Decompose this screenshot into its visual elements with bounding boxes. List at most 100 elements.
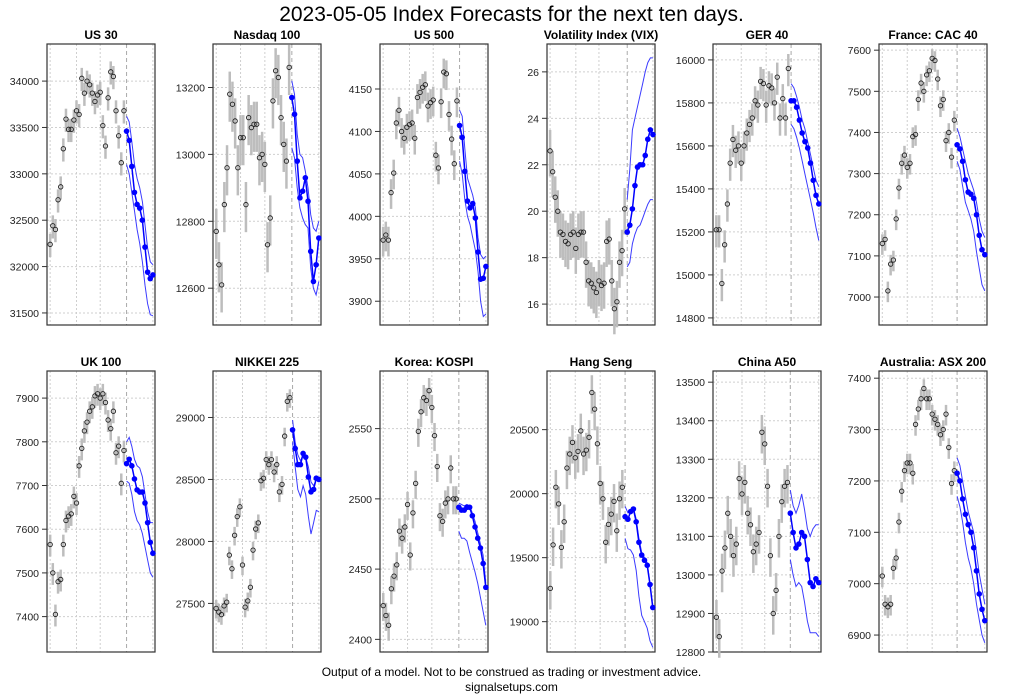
forecast-point bbox=[129, 463, 135, 469]
y-tick-label: 31500 bbox=[10, 308, 39, 320]
history-close-point bbox=[434, 463, 440, 470]
forecast-point bbox=[297, 461, 304, 468]
history-close-point bbox=[762, 441, 768, 447]
history-close-point bbox=[553, 484, 559, 490]
y-tick-label: 13400 bbox=[676, 416, 705, 428]
history-close-point bbox=[274, 461, 280, 468]
history-close-point bbox=[406, 121, 413, 128]
history-close-point bbox=[547, 585, 553, 592]
history-close-point bbox=[71, 493, 77, 500]
history-close-point bbox=[262, 161, 268, 168]
y-tick-label: 13200 bbox=[176, 82, 205, 94]
history-close-point bbox=[923, 396, 930, 402]
forecast-point bbox=[813, 575, 819, 582]
y-tick-label: 29000 bbox=[176, 412, 205, 424]
history-close-point bbox=[730, 136, 736, 143]
forecast-line bbox=[125, 457, 154, 554]
history-close-point bbox=[113, 108, 119, 114]
history-close-point bbox=[65, 126, 72, 132]
forecast-upper-band bbox=[956, 457, 986, 605]
history-close-point bbox=[79, 75, 85, 81]
history-close-point bbox=[547, 148, 553, 154]
forecast-point bbox=[310, 278, 317, 285]
chart-panel: NIKKEI 225 27500 28000 28500 29000 bbox=[176, 355, 322, 653]
history-close-point bbox=[102, 143, 109, 149]
history-close-point bbox=[744, 130, 750, 136]
forecast-upper-band bbox=[790, 83, 820, 187]
panel-title: Australia: ASX 200 bbox=[880, 355, 987, 369]
y-tick-label: 7200 bbox=[848, 210, 872, 222]
forecast-point bbox=[636, 539, 642, 546]
history-close-point bbox=[81, 90, 88, 96]
history-close-point bbox=[110, 408, 117, 414]
history-close-point bbox=[383, 612, 389, 619]
y-tick-label: 22 bbox=[527, 160, 539, 172]
y-tick-label: 4000 bbox=[349, 211, 373, 223]
history-close-point bbox=[278, 114, 284, 121]
forecast-point bbox=[630, 506, 637, 512]
history-close-point bbox=[749, 115, 755, 121]
history-close-point bbox=[108, 69, 114, 75]
history-close-point bbox=[58, 576, 64, 583]
forecast-point bbox=[142, 244, 148, 250]
forecast-point bbox=[147, 539, 154, 546]
forecast-point bbox=[976, 232, 983, 239]
history-close-point bbox=[901, 152, 908, 158]
chart-panel: Korea: KOSPI 2400 2450 2500 2550 bbox=[349, 355, 489, 653]
history-close-point bbox=[589, 389, 595, 396]
y-tick-label: 7700 bbox=[16, 480, 40, 492]
y-tick-label: 7400 bbox=[848, 127, 872, 139]
y-tick-label: 2400 bbox=[349, 634, 373, 646]
history-close-point bbox=[231, 532, 238, 538]
history-close-point bbox=[451, 161, 457, 167]
history-close-point bbox=[383, 232, 389, 238]
site-credit: signalsetups.com bbox=[465, 680, 558, 694]
y-tick-label: 12800 bbox=[676, 647, 705, 659]
forecast-point bbox=[126, 456, 132, 463]
forecast-point bbox=[469, 200, 476, 207]
history-close-point bbox=[727, 160, 733, 166]
history-close-point bbox=[270, 98, 276, 104]
history-close-point bbox=[593, 289, 600, 296]
history-close-point bbox=[948, 154, 955, 160]
y-tick-label: 12900 bbox=[676, 608, 705, 620]
history-close-point bbox=[896, 185, 902, 191]
plot-frame bbox=[212, 43, 322, 326]
history-close-point bbox=[940, 426, 946, 433]
forecast-point bbox=[474, 535, 481, 541]
forecast-point bbox=[973, 211, 980, 218]
history-close-point bbox=[719, 568, 725, 574]
y-tick-label: 32500 bbox=[10, 215, 39, 227]
forecast-point bbox=[981, 251, 988, 258]
forecast-line bbox=[956, 472, 986, 621]
history-close-point bbox=[84, 419, 90, 425]
forecast-lower-band bbox=[956, 161, 986, 292]
forecast-point bbox=[813, 192, 819, 199]
history-close-point bbox=[283, 158, 290, 164]
history-close-point bbox=[92, 98, 98, 105]
forecast-point bbox=[625, 516, 631, 523]
history-close-point bbox=[87, 408, 93, 414]
forecast-point bbox=[483, 584, 489, 591]
forecast-point bbox=[791, 97, 797, 104]
history-close-point bbox=[87, 82, 93, 88]
history-close-point bbox=[115, 443, 122, 449]
y-tick-label: 33000 bbox=[10, 169, 39, 181]
history-close-point bbox=[234, 513, 240, 520]
forecast-point bbox=[472, 215, 479, 221]
history-close-point bbox=[616, 259, 623, 265]
forecast-point bbox=[810, 177, 817, 184]
history-close-point bbox=[260, 475, 267, 481]
history-close-point bbox=[763, 102, 769, 108]
history-close-point bbox=[609, 278, 615, 284]
plot-frame bbox=[546, 43, 656, 326]
history-close-point bbox=[105, 417, 111, 423]
history-close-point bbox=[779, 499, 785, 505]
history-close-point bbox=[425, 103, 431, 109]
history-close-point bbox=[555, 501, 562, 507]
panel-title: France: CAC 40 bbox=[888, 28, 978, 42]
history-close-point bbox=[243, 201, 249, 208]
history-close-point bbox=[771, 100, 778, 106]
history-close-point bbox=[733, 541, 739, 547]
